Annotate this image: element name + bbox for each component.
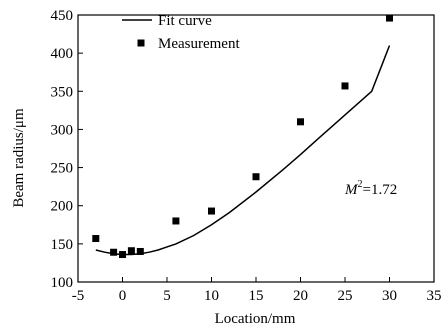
y-tick-label: 400 [51, 46, 74, 62]
y-tick-label: 350 [51, 84, 74, 100]
measurement-point [110, 248, 118, 256]
measurement-point [136, 247, 144, 255]
x-tick-label: 20 [293, 288, 308, 304]
legend-measurement-label: Measurement [158, 36, 240, 52]
y-tick-label: 150 [51, 237, 74, 253]
legend-fit-curve-label: Fit curve [158, 13, 212, 29]
measurement-point [119, 251, 126, 259]
annotation-value: =1.72 [363, 182, 398, 198]
x-tick-label: 15 [249, 288, 264, 304]
axes: -5 0 5 10 15 20 25 30 35 100 150 200 250 300 350 400 450 [51, 8, 442, 304]
x-tick-label: -5 [72, 288, 85, 304]
legend: Fit curve Measurement [122, 13, 240, 52]
y-tick-label: 100 [51, 275, 74, 291]
plot-frame [77, 14, 435, 283]
measurement-point [172, 217, 180, 225]
measurement-point [252, 173, 260, 181]
measurement-point [92, 235, 100, 243]
y-tick-label: 450 [51, 8, 74, 24]
y-axis-title: Beam radius/μm [11, 108, 27, 208]
x-tick-label: 5 [163, 288, 171, 304]
x-tick-label: 30 [382, 288, 397, 304]
x-tick-label: 25 [338, 288, 353, 304]
y-tick-label: 200 [51, 199, 74, 215]
x-tick-label: 35 [427, 288, 442, 304]
measurement-point [208, 207, 215, 215]
x-axis-title: Location/mm [215, 311, 296, 327]
y-tick-label: 300 [51, 122, 74, 138]
x-tick-label: 10 [204, 288, 219, 304]
x-tick-label: 0 [119, 288, 127, 304]
m-squared-annotation: M2=1.72 [344, 179, 397, 198]
y-tick-label: 250 [51, 161, 74, 177]
measurement-point [386, 14, 393, 22]
annotation-prefix: M [344, 182, 359, 198]
measurement-point [297, 118, 304, 126]
measurement-point [341, 82, 349, 90]
legend-measurement-swatch [137, 39, 145, 47]
annotation-superscript: 2 [358, 179, 363, 190]
measurement-point [127, 247, 135, 255]
series-layer [92, 14, 393, 259]
fit-curve-line [95, 45, 391, 256]
